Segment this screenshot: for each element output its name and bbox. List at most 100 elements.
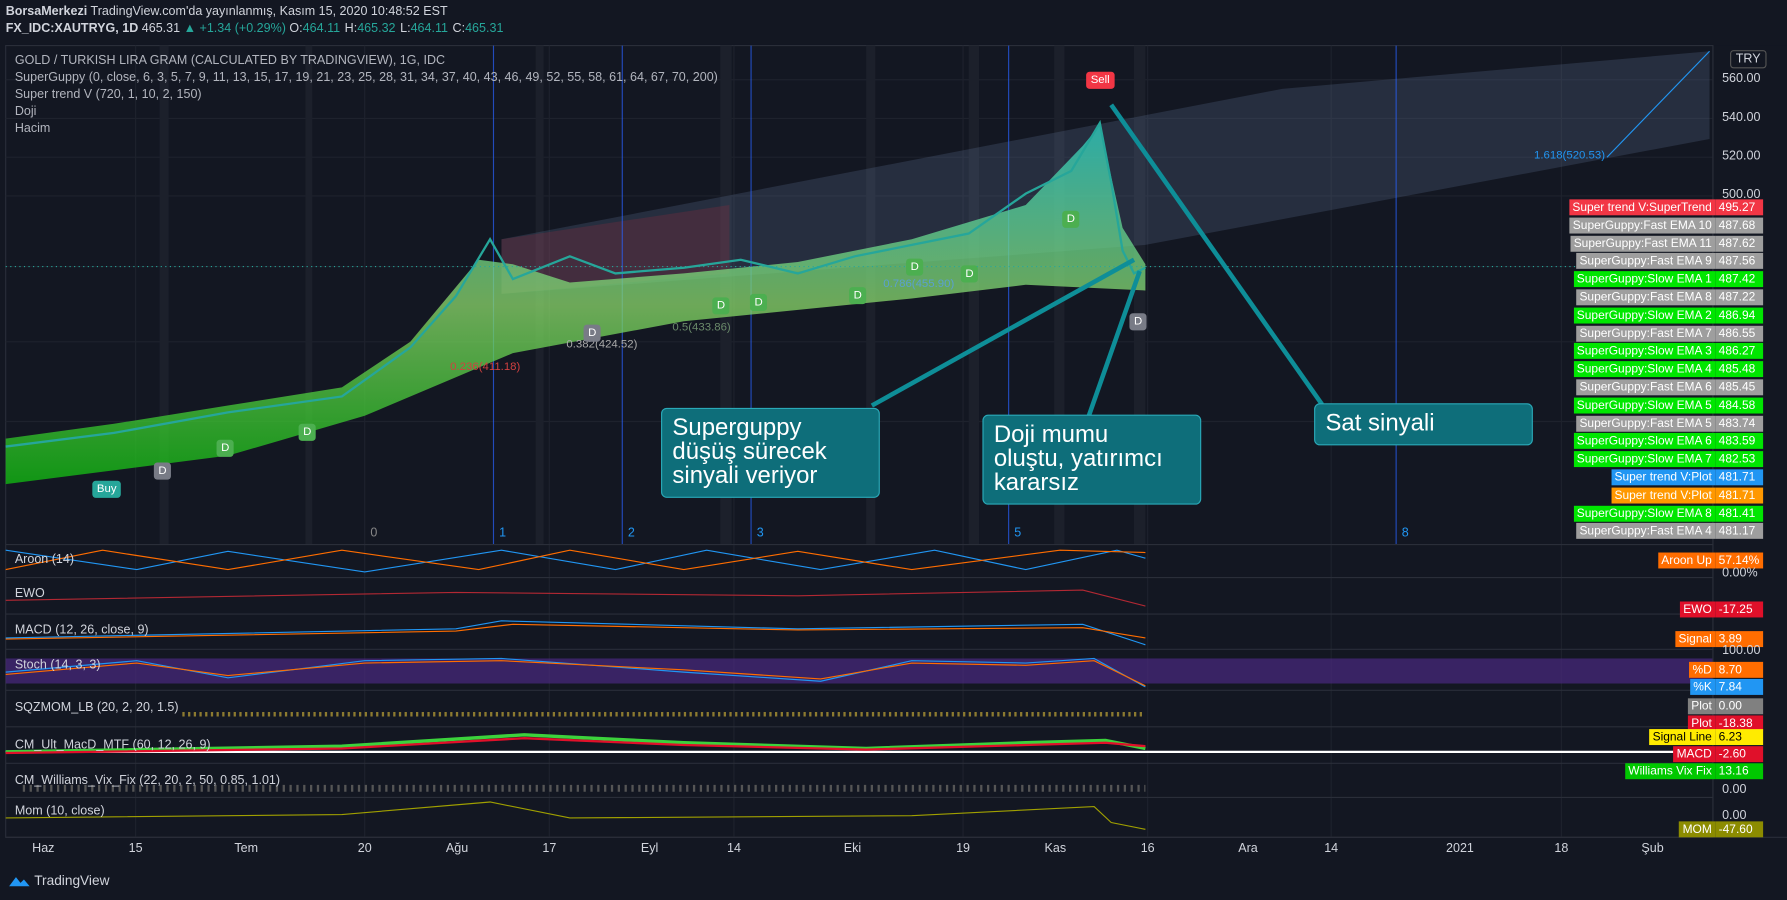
price-label: 520.00 <box>1722 149 1761 163</box>
time-label: Şub <box>1641 841 1664 856</box>
ohlc-value: 465.31 <box>465 21 504 36</box>
time-label: 2021 <box>1446 841 1474 856</box>
guppy-ribbon <box>5 125 1146 485</box>
price-label: 560.00 <box>1722 71 1761 86</box>
annotation: Sat sinyali <box>1314 403 1533 446</box>
badge-label: Plot <box>1687 698 1716 715</box>
badge-label: SuperGuppy:Slow EMA 4 <box>1573 361 1716 378</box>
value-badge: SuperGuppy:Fast EMA 6 485.45 <box>1576 379 1764 396</box>
doji-tag: D <box>216 439 234 457</box>
price-label: 540.00 <box>1722 110 1761 125</box>
value-badge: Aroon Up 57.14% <box>1657 552 1764 569</box>
badge-value: -47.60 <box>1715 821 1764 838</box>
annotation-line: Sat sinyali <box>1325 410 1435 437</box>
value-badge: SuperGuppy:Slow EMA 4 485.48 <box>1573 361 1764 378</box>
badge-value: 487.22 <box>1715 289 1764 306</box>
pane-axis-label: 0.00% <box>1722 566 1758 580</box>
value-badge: Super trend V:SuperTrend 495.27 <box>1568 199 1764 216</box>
pane-title: CM_Williams_Vix_Fix (22, 20, 2, 50, 0.85… <box>14 773 281 788</box>
buy-tag: Buy <box>92 480 122 498</box>
ohlc-label: L: <box>400 21 411 36</box>
ohlc-value: 464.11 <box>302 21 341 36</box>
time-label: 14 <box>1324 841 1339 856</box>
badge-label: SuperGuppy:Fast EMA 4 <box>1576 523 1716 540</box>
badge-label: Super trend V:SuperTrend <box>1568 199 1716 216</box>
fib-label: 1.618(520.53) <box>1534 149 1606 162</box>
badge-label: %K <box>1689 678 1716 695</box>
wave-label: 3 <box>756 526 764 540</box>
fib-extension <box>1606 50 1710 158</box>
badge-label: SuperGuppy:Fast EMA 6 <box>1576 379 1716 396</box>
badge-value: 57.14% <box>1715 552 1764 569</box>
badge-label: EWO <box>1679 601 1716 618</box>
badge-label: Super trend V:Plot <box>1611 487 1716 504</box>
stoch-line <box>5 657 1146 688</box>
badge-label: SuperGuppy:Fast EMA 9 <box>1576 253 1716 270</box>
time-label: 18 <box>1554 841 1569 856</box>
annotation-line: sinyali veriyor <box>672 462 818 489</box>
ohlc: O:464.11 H:465.32 L:464.11 C:465.31 <box>289 22 508 36</box>
badge-label: SuperGuppy:Slow EMA 8 <box>1573 505 1716 522</box>
badge-label: SuperGuppy:Fast EMA 5 <box>1576 415 1716 432</box>
badge-label: SuperGuppy:Slow EMA 1 <box>1573 271 1716 288</box>
value-badge: MACD -2.60 <box>1673 746 1764 763</box>
badge-label: MOM <box>1679 821 1716 838</box>
badge-value: 486.27 <box>1715 343 1764 360</box>
badge-value: -2.60 <box>1715 746 1764 763</box>
cm-macd-line <box>5 733 1146 754</box>
pane-title: Stoch (14, 3, 3) <box>14 658 101 673</box>
currency: TRY <box>1730 50 1767 69</box>
badge-value: 0.00 <box>1715 698 1764 715</box>
aroon-line <box>5 549 1146 571</box>
pane-title: MACD (12, 26, close, 9) <box>14 623 149 637</box>
time-label: Ağu <box>445 841 469 856</box>
annotation-line: Doji mumu <box>993 421 1109 448</box>
badge-label: SuperGuppy:Slow EMA 6 <box>1573 433 1716 450</box>
time-label: 16 <box>1140 841 1155 856</box>
badge-value: 483.74 <box>1715 415 1764 432</box>
badge-label: MACD <box>1673 746 1716 763</box>
ohlc-value: 465.32 <box>357 21 396 36</box>
badge-value: -18.38 <box>1715 715 1764 732</box>
annotation-line: oluştu, yatırımcı <box>993 445 1163 472</box>
ohlc-label: C: <box>452 21 466 36</box>
badge-label: SuperGuppy:Slow EMA 2 <box>1573 307 1716 324</box>
footer-logo: TradingView <box>34 872 110 889</box>
value-badge: SuperGuppy:Slow EMA 2 486.94 <box>1573 307 1764 324</box>
value-badge: EWO -17.25 <box>1679 601 1764 618</box>
value-badge: SuperGuppy:Fast EMA 8 487.22 <box>1576 289 1764 306</box>
badge-label: SuperGuppy:Fast EMA 10 <box>1569 217 1716 234</box>
value-badge: Plot -18.38 <box>1687 715 1764 732</box>
annotation-line: düşüş sürecek <box>672 438 827 465</box>
fib-label: 0.236(411.18) <box>450 361 521 374</box>
mom-line <box>5 801 1146 830</box>
value-badge: Super trend V:Plot 481.71 <box>1611 487 1764 504</box>
pane-title: Aroon (14) <box>14 552 75 567</box>
fib-label: 0.786(455.90) <box>883 277 955 291</box>
badge-value: 13.16 <box>1715 763 1764 780</box>
cm-signal-line <box>5 737 1146 755</box>
time-label: Eki <box>843 841 862 856</box>
wave-label: 8 <box>1401 526 1409 540</box>
pane-axis-label: 0.00 <box>1722 808 1747 823</box>
time-label: 20 <box>357 841 372 856</box>
badge-value: 483.59 <box>1715 433 1764 450</box>
badge-value: 6.23 <box>1715 729 1764 746</box>
annotation-line: kararsız <box>993 469 1079 496</box>
pane-title: Mom (10, close) <box>14 804 105 818</box>
wave-label: 0 <box>370 526 378 540</box>
badge-value: 481.41 <box>1715 505 1764 522</box>
badge-value: 486.94 <box>1715 307 1764 324</box>
value-badge: Signal 3.89 <box>1675 631 1764 648</box>
badge-value: 482.53 <box>1715 451 1764 468</box>
doji-tag: D <box>1129 313 1147 331</box>
value-badge: SuperGuppy:Fast EMA 9 487.56 <box>1576 253 1764 270</box>
annotation-line: Superguppy <box>672 414 802 441</box>
header-line: BorsaMerkezi TradingView.com'da yayınlan… <box>6 5 448 19</box>
value-badge: SuperGuppy:Fast EMA 11 487.62 <box>1570 235 1764 252</box>
badge-label: SuperGuppy:Slow EMA 5 <box>1573 397 1716 414</box>
badge-label: SuperGuppy:Fast EMA 8 <box>1576 289 1716 306</box>
time-label: Ara <box>1238 841 1258 856</box>
badge-label: Super trend V:Plot <box>1611 469 1716 486</box>
